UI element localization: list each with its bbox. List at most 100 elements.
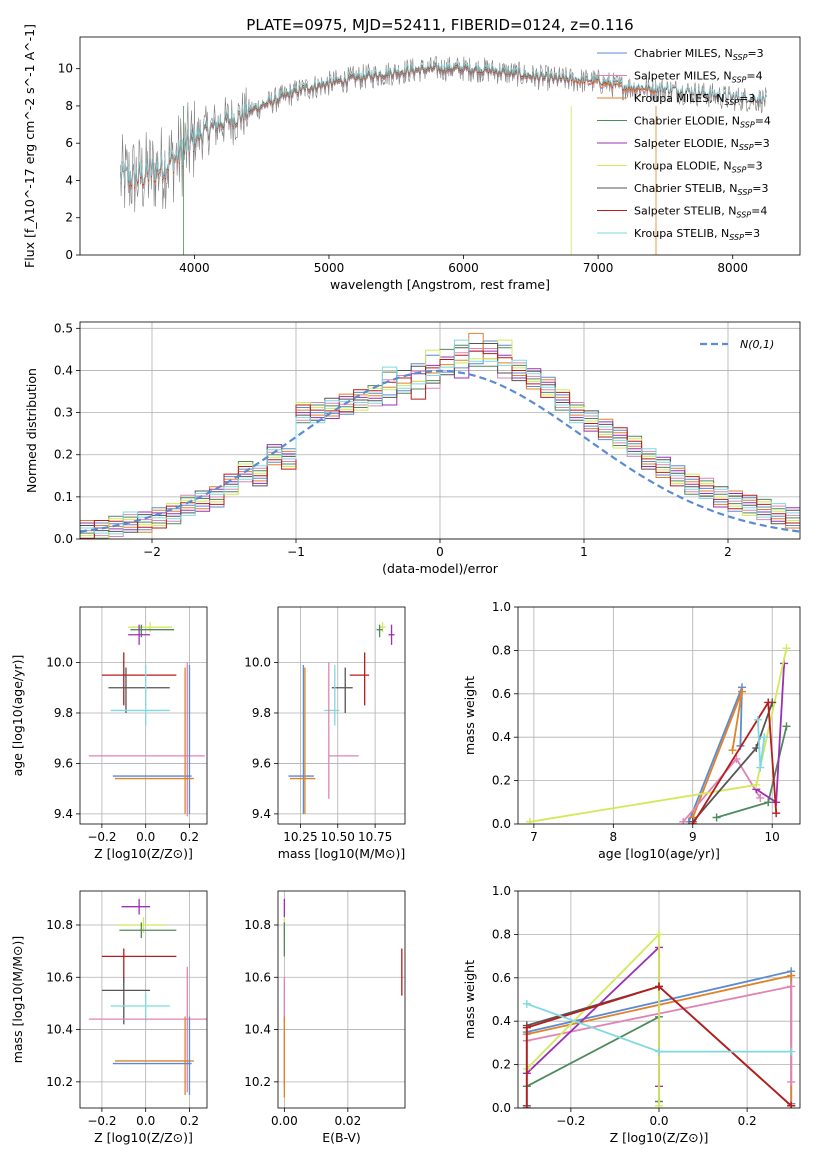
weight-vs-Z-xlabel: Z [log10(Z/Z⊙)] — [610, 1130, 709, 1145]
spectrum-ytick-label: 2 — [65, 211, 73, 225]
legend-subscript: SSP — [740, 121, 755, 130]
weight-point-marker — [522, 1023, 531, 1032]
age-vs-mass-xlabel: mass [log10(M/M⊙)] — [278, 846, 406, 861]
spectrum-ytick-label: 6 — [65, 136, 73, 150]
weight-vs-Z-ylabel: mass weight — [462, 960, 477, 1039]
residuals-ytick-label: 0.2 — [54, 448, 73, 462]
legend-subscript: SSP — [732, 166, 747, 175]
weight-point-marker — [756, 793, 765, 802]
age-vs-mass-xtick-label: 10.25 — [283, 830, 317, 844]
weight-vs-Z-ytick-label: 0.8 — [492, 927, 511, 941]
errorbar-point — [328, 662, 359, 799]
mass-vs-Z-xtick-label: −0.2 — [87, 1114, 116, 1128]
spectrum-ytick-label: 8 — [65, 99, 73, 113]
residuals-xtick-label: 2 — [724, 545, 732, 559]
residuals-ytick-label: 0.3 — [54, 406, 73, 420]
errorbar-point — [110, 665, 170, 726]
mass-vs-EBV-xtick-label: 0.02 — [334, 1114, 361, 1128]
weight-vs-age-panel: 7 8 9 10 0.0 0.2 0.4 0.6 0.8 1.0 age [log10(age/yr… — [462, 600, 801, 861]
mass-vs-EBV-ytick-label: 10.4 — [244, 1023, 271, 1037]
mass-vs-Z-panel: −0.2 0.0 0.2 10.2 10.4 10.6 10.8 Z [log10(Z/Z⊙)… — [10, 890, 208, 1145]
age-vs-Z-ytick-label: 9.6 — [54, 756, 73, 770]
weight-point-marker — [772, 809, 781, 818]
legend-subscript: SSP — [733, 53, 748, 62]
mass-vs-EBV-plot-area — [283, 898, 403, 1098]
weight-vs-Z-ytick-label: 0.0 — [492, 1101, 511, 1115]
spectrum-xtick-label: 4000 — [179, 261, 210, 275]
legend-subscript: SSP — [738, 188, 753, 197]
weight-point-marker — [787, 971, 796, 980]
errorbar-point — [112, 1016, 192, 1095]
errorbar-point — [88, 662, 205, 817]
errorbar-point — [101, 652, 177, 706]
spectrum-ytick-label: 0 — [65, 248, 73, 262]
weight-series-line — [525, 985, 792, 1108]
figure-title: PLATE=0975, MJD=52411, FIBERID=0124, z=0… — [246, 16, 633, 34]
weight-point-marker — [787, 982, 796, 991]
weight-series-line — [691, 691, 743, 818]
errorbar-point — [108, 667, 170, 713]
errorbar-point — [88, 966, 207, 1093]
weight-point-marker — [655, 1047, 663, 1056]
weight-vs-Z-ytick-label: 0.4 — [492, 1014, 511, 1028]
legend-value: =3 — [739, 92, 755, 105]
weight-series-line — [687, 686, 743, 823]
spectrum-model-line — [120, 61, 767, 188]
residuals-xlabel: (data-model)/error — [382, 561, 499, 576]
mass-vs-Z-xtick-label: 0.0 — [136, 1114, 155, 1128]
errorbar-point — [101, 948, 177, 983]
legend-value: =4 — [751, 205, 767, 218]
errorbar-point — [379, 622, 386, 633]
errorbar-point — [115, 1016, 194, 1095]
weight-vs-age-ylabel: mass weight — [462, 676, 477, 755]
mass-vs-EBV-xtick-label: 0.00 — [271, 1114, 298, 1128]
age-vs-Z-xtick-label: 0.0 — [136, 830, 155, 844]
errorbar-point — [324, 665, 340, 726]
legend-subscript: SSP — [729, 233, 744, 242]
mass-vs-Z-plot-area — [88, 898, 207, 1095]
legend-value: =4 — [755, 115, 771, 128]
weight-point-marker — [752, 780, 761, 789]
weight-point-marker — [764, 798, 773, 807]
weight-point-marker — [655, 1101, 663, 1108]
legend-label: Kroupa STELIB, NSSP=3 — [634, 227, 760, 242]
age-vs-Z-plot-area — [88, 622, 205, 817]
spectrum-xtick-label: 7000 — [583, 261, 614, 275]
age-vs-Z-panel: −0.2 0.0 0.2 9.4 9.6 9.8 10.0 Z [log10(Z/Z⊙)] ag… — [10, 606, 208, 861]
age-vs-mass-ytick-label: 10.0 — [244, 656, 271, 670]
errorbar-point — [101, 977, 151, 1025]
legend-value: =3 — [754, 137, 770, 150]
weight-point-marker — [522, 999, 531, 1008]
weight-point-marker — [655, 930, 663, 939]
weight-vs-Z-xtick-label: −0.2 — [556, 1114, 585, 1128]
residuals-ytick-label: 0.5 — [54, 321, 73, 335]
weight-vs-age-ytick-label: 1.0 — [492, 600, 511, 614]
errorbar-point — [121, 898, 151, 915]
spectrum-xtick-label: 5000 — [314, 261, 345, 275]
residuals-ytick-label: 0.4 — [54, 363, 73, 377]
errorbar-point — [349, 652, 370, 706]
weight-vs-Z-xtick-label: 0.2 — [738, 1114, 757, 1128]
legend-label: Chabrier MILES, NSSP=3 — [634, 47, 764, 62]
weight-vs-age-ytick-label: 0.4 — [492, 730, 511, 744]
mass-vs-EBV-panel: 0.00 0.02 10.2 10.4 10.6 10.8 E(B-V) — [244, 890, 406, 1145]
weight-point-marker — [738, 687, 747, 696]
residuals-ylabel: Normed distribution — [24, 368, 39, 493]
residuals-panel: −2 −1 0 1 2 0.0 0.1 0.2 0.3 0.4 0.5 (data-model)/er… — [24, 321, 801, 576]
mass-vs-Z-ytick-label: 10.2 — [46, 1075, 73, 1089]
residual-histogram — [80, 350, 800, 539]
mass-vs-EBV-ytick-label: 10.8 — [244, 918, 271, 932]
weight-vs-age-ytick-label: 0.6 — [492, 687, 511, 701]
errorbar-point — [115, 667, 194, 814]
spectrum-panel: 4000 5000 6000 7000 8000 0 2 4 6 8 10 wavelength [A… — [22, 24, 801, 292]
weight-vs-age-ytick-label: 0.2 — [492, 774, 511, 788]
legend-label: Chabrier STELIB, NSSP=3 — [634, 182, 768, 197]
spectrum-plot-area — [120, 56, 767, 255]
legend-value: =3 — [744, 227, 760, 240]
weight-point-marker — [782, 644, 791, 653]
residuals-xtick-label: 0 — [436, 545, 444, 559]
age-vs-mass-ytick-label: 9.6 — [252, 756, 271, 770]
age-vs-mass-xtick-label: 10.50 — [321, 830, 355, 844]
weight-point-marker — [787, 1101, 796, 1108]
weight-vs-Z-plot-area — [522, 930, 796, 1108]
